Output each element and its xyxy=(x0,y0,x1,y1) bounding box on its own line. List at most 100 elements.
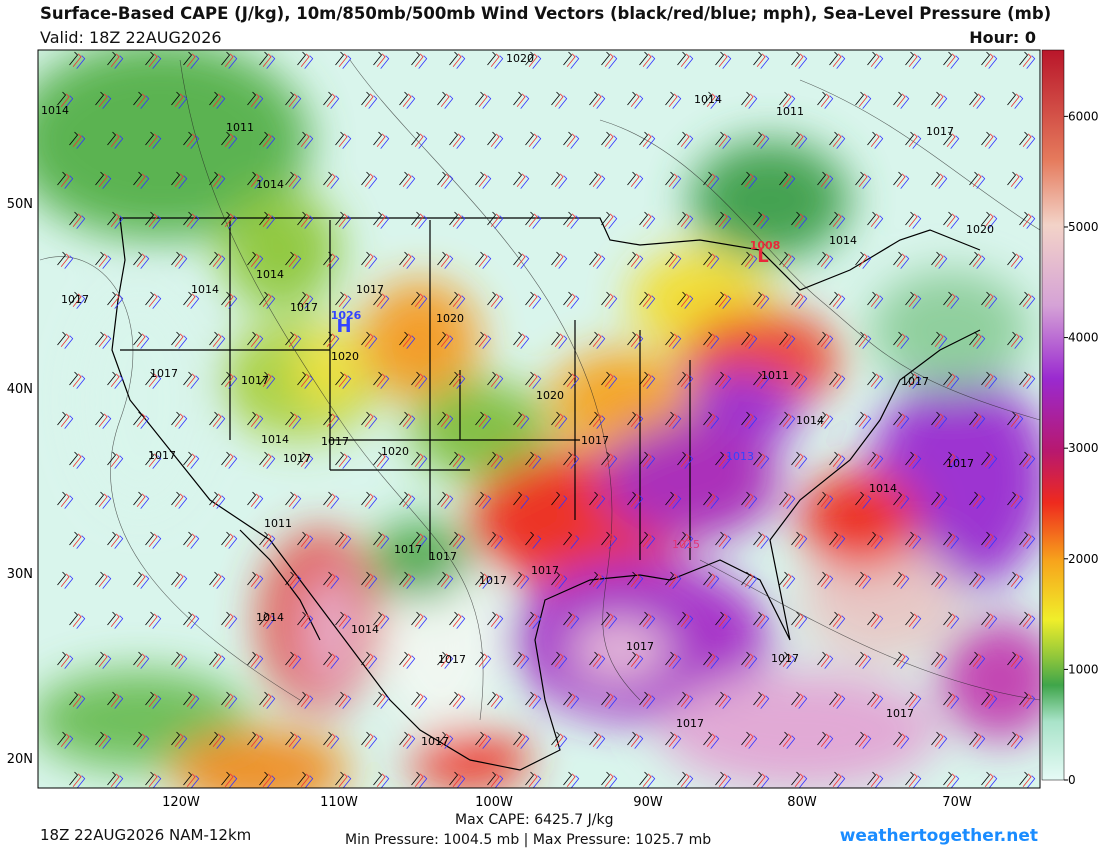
wind-barb xyxy=(449,531,459,546)
wind-barb xyxy=(69,691,79,706)
wind-barb xyxy=(482,255,492,269)
wind-barb xyxy=(368,495,378,509)
wind-barb xyxy=(934,653,944,668)
isobar-label: 1020 xyxy=(381,445,409,458)
wind-barb xyxy=(912,775,922,788)
wind-barb xyxy=(60,653,70,668)
wind-barb xyxy=(475,651,485,666)
wind-barb xyxy=(1019,771,1029,786)
wind-barb xyxy=(1019,611,1029,626)
wind-barb xyxy=(525,531,535,546)
wind-barb xyxy=(247,571,257,586)
isobar-label: 1017 xyxy=(356,283,384,296)
wind-barb xyxy=(402,173,412,188)
wind-barb xyxy=(988,615,998,629)
wind-barb xyxy=(984,373,994,388)
wind-barb xyxy=(285,171,295,186)
wind-barb xyxy=(402,653,412,668)
wind-barb xyxy=(98,573,108,588)
wind-barb xyxy=(418,295,428,309)
wind-barb xyxy=(64,735,74,749)
wind-barb xyxy=(148,533,158,548)
isobar-label: 1017 xyxy=(676,717,704,730)
wind-barb xyxy=(520,735,530,749)
wind-barb xyxy=(1022,293,1032,308)
wind-barb xyxy=(190,775,200,788)
wind-barb xyxy=(1022,133,1032,148)
wind-barb xyxy=(107,51,117,66)
wind-barb xyxy=(665,651,675,666)
wind-barb xyxy=(905,51,915,66)
wind-barb xyxy=(608,455,618,469)
wind-barb xyxy=(376,533,386,548)
wind-barb xyxy=(110,613,120,628)
wind-barb xyxy=(905,291,915,306)
wind-barb xyxy=(563,371,573,386)
wind-barb xyxy=(449,131,459,146)
wind-barb xyxy=(608,295,618,309)
wind-barb xyxy=(786,335,796,349)
wind-barb xyxy=(943,771,953,786)
wind-barb xyxy=(551,571,561,586)
wind-barb xyxy=(330,655,340,669)
wind-barb xyxy=(665,91,675,106)
wind-barb xyxy=(858,653,868,668)
wind-barb xyxy=(969,491,979,506)
wind-barb xyxy=(380,615,390,629)
wind-barb xyxy=(209,411,219,426)
wind-barb xyxy=(820,93,830,108)
wind-barb xyxy=(259,611,269,626)
wind-barb xyxy=(1010,93,1020,108)
wind-barb xyxy=(938,95,948,109)
wind-barb xyxy=(72,773,82,788)
wind-barb xyxy=(634,95,644,109)
wind-barb xyxy=(836,615,846,629)
wind-barb xyxy=(791,451,801,466)
wind-barb xyxy=(140,575,150,589)
wind-barb xyxy=(525,771,535,786)
wind-barb xyxy=(406,95,416,109)
wind-barb xyxy=(981,371,991,386)
wind-barb xyxy=(703,91,713,106)
wind-barb xyxy=(338,613,348,628)
wind-barb xyxy=(950,695,960,709)
wind-barb xyxy=(668,493,678,508)
wind-barb xyxy=(98,173,108,188)
wind-barb xyxy=(744,173,754,188)
wind-barb xyxy=(326,173,336,188)
wind-barb xyxy=(836,775,846,788)
wind-barb xyxy=(938,735,948,749)
wind-barb xyxy=(905,131,915,146)
wind-barb xyxy=(592,413,602,428)
wind-barb xyxy=(870,613,880,628)
wind-barb xyxy=(794,773,804,788)
wind-barb xyxy=(288,733,298,748)
wind-barb xyxy=(668,333,678,348)
wind-barb xyxy=(832,213,842,228)
wind-barb xyxy=(554,413,564,428)
wind-barb xyxy=(969,411,979,426)
wind-barb xyxy=(938,175,948,189)
wind-barb xyxy=(525,691,535,706)
wind-barb xyxy=(452,693,462,708)
wind-barb xyxy=(76,775,86,788)
wind-barb xyxy=(1022,773,1032,788)
wind-barb xyxy=(174,173,184,188)
wind-barb xyxy=(406,255,416,269)
isobars xyxy=(39,59,1040,721)
wind-barb xyxy=(494,295,504,309)
wind-barb xyxy=(642,533,652,548)
wind-barb xyxy=(330,95,340,109)
wind-barb xyxy=(817,651,827,666)
wind-barb xyxy=(304,55,314,69)
wind-barb xyxy=(563,51,573,66)
wind-barb xyxy=(114,55,124,69)
isobar-label: 1020 xyxy=(966,223,994,236)
wind-barb xyxy=(300,53,310,68)
wind-barb xyxy=(259,451,269,466)
wind-barb xyxy=(874,615,884,629)
wind-barb xyxy=(748,95,758,109)
wind-barb xyxy=(342,135,352,149)
wind-barb xyxy=(224,773,234,788)
wind-barb xyxy=(836,295,846,309)
